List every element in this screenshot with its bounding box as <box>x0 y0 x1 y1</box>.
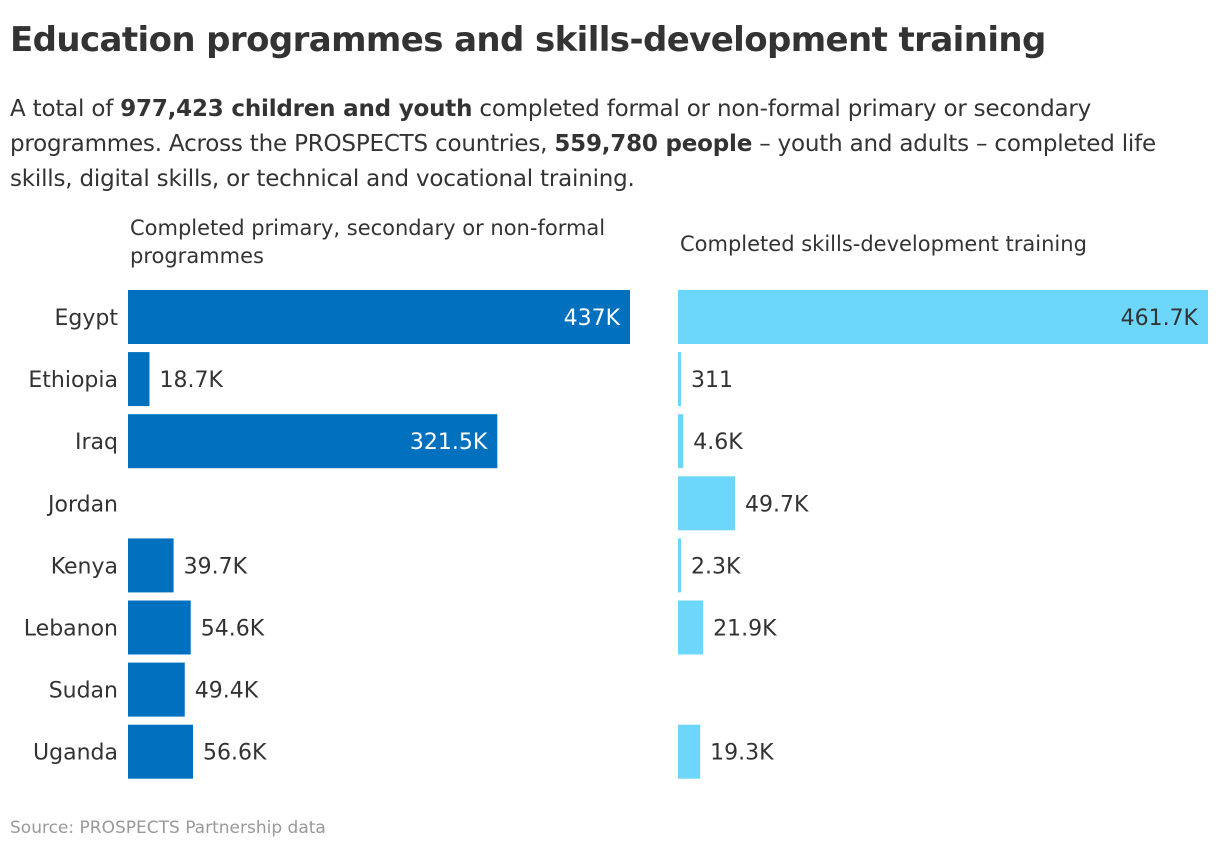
subtitle: A total of 977,423 children and youth co… <box>10 92 1210 197</box>
bar-education-lebanon <box>128 600 191 655</box>
category-label-lebanon: Lebanon <box>24 617 118 642</box>
category-label-jordan: Jordan <box>46 492 118 517</box>
category-label-sudan: Sudan <box>49 679 118 704</box>
bar-education-uganda <box>128 724 194 779</box>
data-label-skills-jordan: 49.7K <box>745 492 809 517</box>
data-label-education-iraq: 321.5K <box>410 430 488 455</box>
bar-skills-lebanon <box>678 600 704 655</box>
panel-title-education: Completed primary, secondary or non-form… <box>130 216 606 268</box>
subtitle-highlight-children: 977,423 children and youth <box>120 96 473 122</box>
data-label-education-ethiopia: 18.7K <box>159 368 223 393</box>
category-label-kenya: Kenya <box>51 554 118 579</box>
category-label-ethiopia: Ethiopia <box>28 368 118 393</box>
data-label-skills-iraq: 4.6K <box>693 430 743 455</box>
data-label-education-kenya: 39.7K <box>184 554 248 579</box>
bar-education-sudan <box>128 662 185 717</box>
bar-education-iraq <box>128 414 498 469</box>
data-label-education-uganda: 56.6K <box>203 741 267 766</box>
bar-education-ethiopia <box>128 352 150 407</box>
data-label-skills-lebanon: 21.9K <box>713 617 777 642</box>
subtitle-highlight-people: 559,780 people <box>554 131 753 157</box>
bar-education-egypt <box>128 290 630 344</box>
category-label-iraq: Iraq <box>75 430 118 455</box>
category-label-uganda: Uganda <box>33 741 118 766</box>
subtitle-text-3: – youth and adults – completed life skil… <box>10 131 1156 192</box>
bar-skills-kenya <box>678 538 681 593</box>
bar-skills-iraq <box>678 414 684 469</box>
data-label-education-egypt: 437K <box>564 306 621 331</box>
page-title: Education programmes and skills-developm… <box>10 20 1046 60</box>
data-label-skills-ethiopia: 311 <box>691 368 733 393</box>
panel-title-skills: Completed skills-development training <box>680 232 1087 256</box>
data-label-education-lebanon: 54.6K <box>201 617 265 642</box>
category-label-egypt: Egypt <box>55 306 119 331</box>
bar-skills-ethiopia <box>678 352 681 407</box>
bar-education-kenya <box>128 538 174 593</box>
data-label-skills-egypt: 461.7K <box>1121 306 1199 331</box>
data-label-skills-uganda: 19.3K <box>710 741 774 766</box>
data-label-education-sudan: 49.4K <box>195 679 259 704</box>
source-note: Source: PROSPECTS Partnership data <box>10 818 326 838</box>
data-label-skills-kenya: 2.3K <box>691 554 741 579</box>
subtitle-text-2: completed formal or non-formal primary o… <box>10 96 1092 157</box>
bar-skills-egypt <box>678 290 1208 344</box>
subtitle-text-1: A total of <box>10 96 121 122</box>
bar-skills-jordan <box>678 476 736 531</box>
bar-skills-uganda <box>678 724 701 779</box>
